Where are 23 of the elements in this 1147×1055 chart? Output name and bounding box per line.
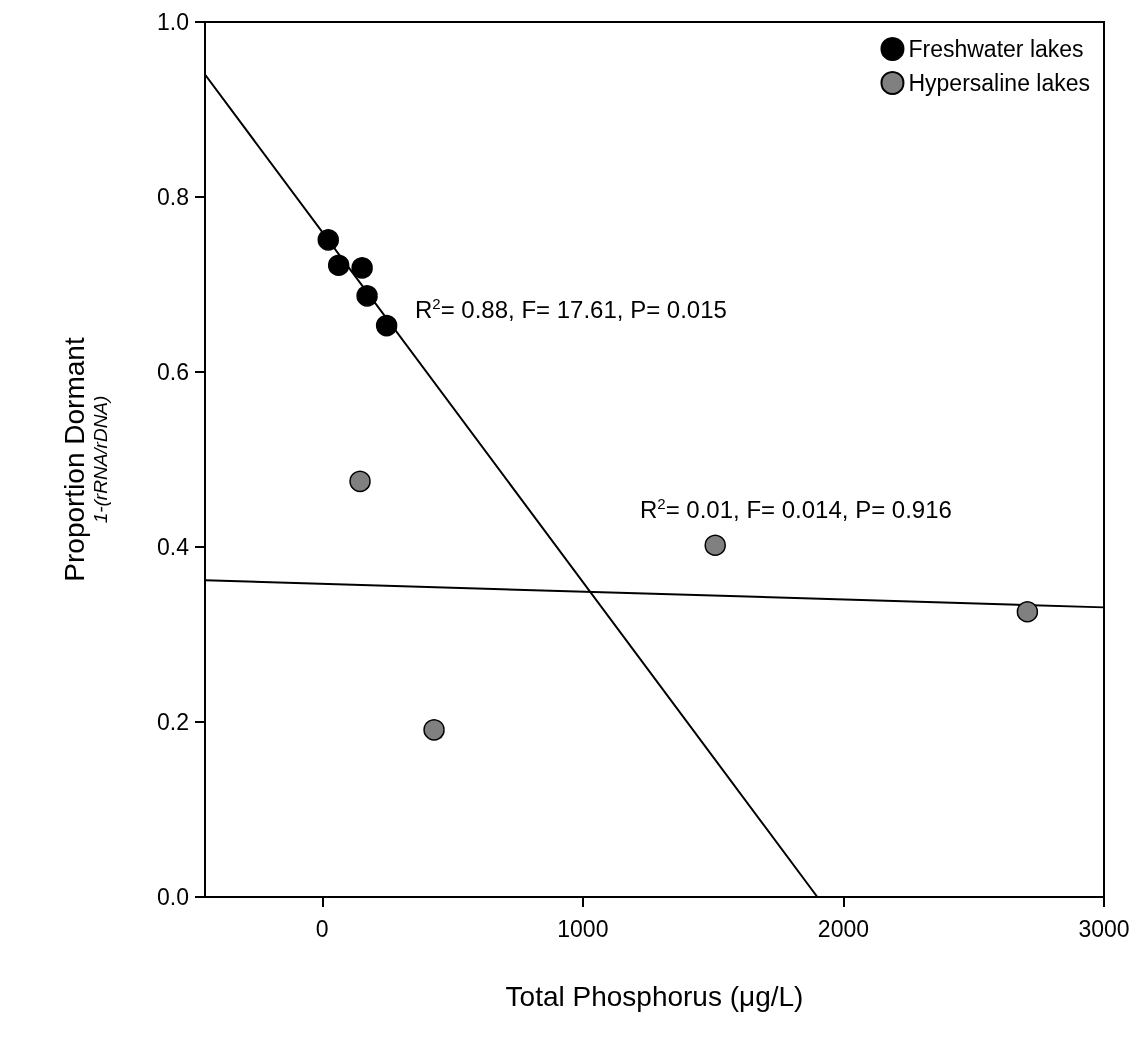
point (1016, 601, 1039, 623)
x-tick-label: 0 (315, 915, 329, 942)
x-axis-title: Total Phosphorus (μg/L) (505, 980, 804, 1012)
legend-label: Freshwater lakes (908, 36, 1084, 62)
point (317, 229, 339, 251)
y-tick-label: 0.4 (157, 534, 190, 560)
y-tick-label: 0.6 (157, 359, 189, 385)
y-tick-label: 0.2 (157, 709, 189, 735)
x-tick-label: 2000 (817, 915, 870, 942)
point (349, 470, 371, 493)
y-tick-label: 1.0 (157, 9, 189, 35)
point (356, 285, 378, 307)
point (351, 257, 373, 279)
x-tick-label: 1000 (557, 915, 609, 942)
legend-label: Hypersaline lakes (908, 70, 1090, 96)
point (327, 254, 350, 276)
y-tick-label: 0.0 (157, 884, 189, 910)
y-axis-title: Proportion Dormant 1-(rRNA/rDNA) (58, 337, 111, 582)
x-tick-label: 3000 (1078, 915, 1130, 942)
point (704, 534, 726, 556)
point (423, 719, 445, 741)
y-tick-label: 0.8 (157, 184, 189, 210)
point (375, 314, 398, 337)
